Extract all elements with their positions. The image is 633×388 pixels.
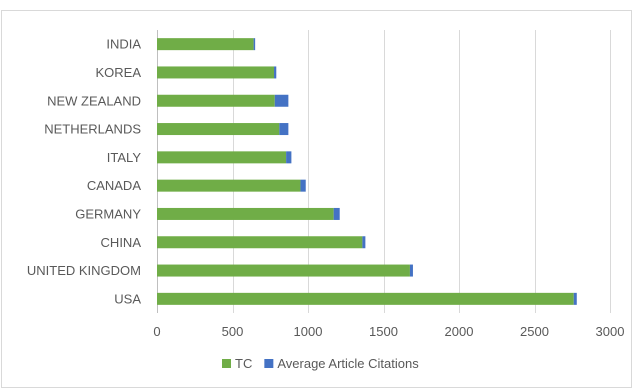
bar-netherlands-tc bbox=[157, 123, 280, 136]
category-label-united-kingdom: UNITED KINGDOM bbox=[27, 263, 141, 278]
category-label-canada: CANADA bbox=[87, 178, 142, 193]
category-label-italy: ITALY bbox=[107, 150, 142, 165]
bar-netherlands-avg-citations bbox=[279, 123, 289, 136]
x-tick-label-3000: 3000 bbox=[596, 324, 625, 339]
category-label-germany: GERMANY bbox=[75, 206, 141, 221]
bar-india-avg-citations bbox=[253, 38, 256, 51]
category-label-india: INDIA bbox=[106, 37, 141, 52]
chart-frame bbox=[1, 10, 632, 388]
x-tick-label-2000: 2000 bbox=[445, 324, 474, 339]
x-tick-label-500: 500 bbox=[222, 324, 244, 339]
x-tick-label-1000: 1000 bbox=[294, 324, 323, 339]
bar-china-tc bbox=[157, 236, 363, 249]
bar-united-kingdom-tc bbox=[157, 264, 410, 277]
category-label-new-zealand: NEW ZEALAND bbox=[47, 93, 141, 108]
bar-italy-tc bbox=[157, 151, 287, 164]
bar-china-avg-citations bbox=[362, 236, 366, 249]
category-label-china: CHINA bbox=[101, 235, 142, 250]
bar-usa-avg-citations bbox=[573, 292, 577, 305]
category-label-netherlands: NETHERLANDS bbox=[44, 122, 141, 137]
x-tick-label-2500: 2500 bbox=[520, 324, 549, 339]
bar-india-tc bbox=[157, 38, 254, 51]
bar-korea-tc bbox=[157, 66, 275, 79]
bars bbox=[157, 38, 577, 305]
bar-canada-avg-citations bbox=[300, 179, 306, 192]
legend-label-tc: TC bbox=[235, 356, 252, 371]
legend-swatch-avg-citations bbox=[264, 359, 274, 368]
bar-germany-avg-citations bbox=[333, 207, 340, 220]
axis-labels: 0 500 1000 1500 2000 2500 3000 USA UNITED KINGDO… bbox=[27, 37, 625, 339]
bar-new-zealand-tc bbox=[157, 94, 275, 107]
bar-korea-avg-citations bbox=[274, 66, 277, 79]
bar-canada-tc bbox=[157, 179, 301, 192]
category-label-korea: KOREA bbox=[95, 65, 141, 80]
legend-swatch-tc bbox=[222, 359, 231, 368]
bar-usa-tc bbox=[157, 292, 574, 305]
bar-germany-tc bbox=[157, 207, 334, 220]
legend-label-avg-citations: Average Article Citations bbox=[277, 356, 419, 371]
x-tick-label-1500: 1500 bbox=[369, 324, 398, 339]
category-label-usa: USA bbox=[114, 291, 141, 306]
bar-new-zealand-avg-citations bbox=[274, 94, 289, 107]
bar-united-kingdom-avg-citations bbox=[409, 264, 413, 277]
bar-italy-avg-citations bbox=[286, 151, 292, 164]
legend: TC Average Article Citations bbox=[222, 356, 419, 371]
x-tick-label-0: 0 bbox=[153, 324, 160, 339]
